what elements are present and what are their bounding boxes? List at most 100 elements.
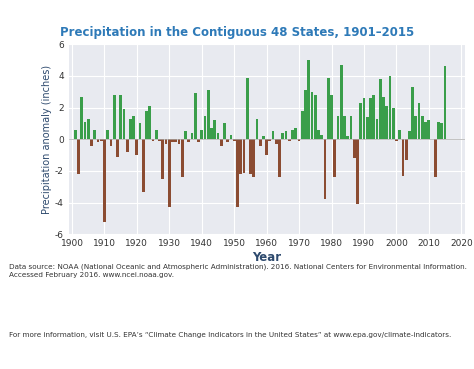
Bar [158,139,161,141]
Bar [379,79,382,139]
Bar [204,115,206,139]
Bar [408,131,411,139]
Bar [291,130,294,139]
Bar [223,124,226,139]
Bar [197,139,200,142]
Bar [142,139,145,192]
Bar [317,130,320,139]
Bar [132,115,135,139]
Bar [282,133,284,139]
Bar [181,139,183,177]
Bar [90,139,93,146]
Bar [191,133,193,139]
Bar [333,139,336,177]
Bar [382,97,385,139]
Bar [366,117,369,139]
Bar [126,139,128,152]
Bar [207,90,210,139]
Bar [421,115,424,139]
Bar [145,111,148,139]
Bar [356,139,359,204]
Bar [308,60,310,139]
Bar [330,95,333,139]
Bar [363,98,365,139]
Bar [327,77,329,139]
Bar [80,97,83,139]
Bar [236,139,239,207]
Bar [229,135,232,139]
Bar [201,130,203,139]
Bar [252,139,255,177]
Bar [278,139,281,177]
Bar [97,139,100,142]
Bar [369,98,372,139]
Bar [275,139,278,144]
Bar [392,108,394,139]
Bar [103,139,106,222]
Bar [265,139,268,155]
Bar [162,139,164,179]
Bar [168,139,171,207]
Bar [389,76,391,139]
Bar [272,131,274,139]
Bar [304,90,307,139]
Bar [174,139,177,142]
Bar [310,92,313,139]
Bar [285,131,287,139]
Bar [136,139,138,155]
Bar [152,139,155,141]
Bar [87,119,90,139]
Bar [405,139,408,160]
Bar [401,139,404,176]
Bar [178,139,181,144]
Bar [337,115,339,139]
Bar [314,95,317,139]
Bar [74,130,77,139]
Bar [343,115,346,139]
Bar [444,66,447,139]
Bar [262,136,265,139]
Bar [301,111,304,139]
Bar [398,130,401,139]
Bar [100,139,102,141]
Bar [116,139,119,157]
Bar [249,139,252,174]
Bar [119,95,122,139]
Bar [434,139,437,177]
Bar [243,139,245,173]
Bar [220,139,223,146]
Bar [268,139,271,141]
Bar [213,120,216,139]
Text: For more information, visit U.S. EPA’s “Climate Change Indicators in the United : For more information, visit U.S. EPA’s “… [9,332,452,338]
Y-axis label: Precipitation anomaly (inches): Precipitation anomaly (inches) [42,65,52,214]
Bar [83,122,86,139]
Bar [184,131,187,139]
Bar [210,128,213,139]
Bar [187,139,190,142]
Bar [424,122,427,139]
Bar [239,139,242,174]
Bar [428,120,430,139]
Text: Data source: NOAA (National Oceanic and Atmospheric Administration). 2016. Natio: Data source: NOAA (National Oceanic and … [9,264,467,278]
Bar [139,124,141,139]
Bar [324,139,327,200]
Bar [375,119,378,139]
Bar [77,139,80,174]
Bar [106,130,109,139]
Bar [411,87,414,139]
Bar [164,139,167,144]
Bar [353,139,356,158]
Bar [298,139,301,141]
Bar [440,124,443,139]
Bar [350,115,352,139]
Bar [109,139,112,146]
Bar [259,139,262,146]
X-axis label: Year: Year [252,251,281,264]
Bar [129,119,132,139]
Bar [395,139,398,141]
Bar [437,122,440,139]
Bar [255,119,258,139]
Bar [418,103,420,139]
Bar [288,139,291,141]
Bar [194,93,197,139]
